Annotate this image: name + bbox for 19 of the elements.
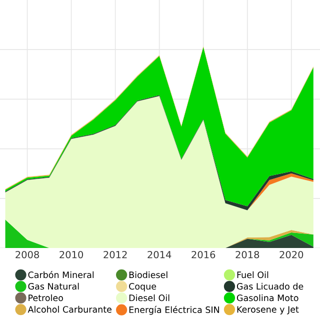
- x-tick-label: 2010: [60, 250, 84, 258]
- legend-label: Alcohol Carburante: [28, 306, 112, 313]
- legend-label: Kerosene y Jet: [237, 306, 299, 314]
- legend-label: Biodiesel: [129, 271, 168, 278]
- x-tick-label: 2012: [104, 250, 127, 258]
- legend-label: Gas Licuado de: [236, 282, 304, 290]
- x-tick-label: 2014: [148, 250, 172, 258]
- legend-label: Fuel Oil: [237, 271, 268, 278]
- x-tick-label: 2018: [236, 250, 260, 258]
- legend-label: Diesel Oil: [129, 294, 170, 302]
- legend-label: Carbón Mineral: [28, 270, 94, 278]
- x-tick-label: 2020: [280, 250, 304, 258]
- x-tick-label: 2016: [192, 250, 216, 258]
- legend-label: Petroleo: [28, 294, 63, 302]
- legend-label: Energía Eléctrica SIN: [129, 306, 219, 315]
- legend-label: Gas Natural: [28, 282, 79, 290]
- legend-label: Gasolina Moto: [236, 294, 298, 302]
- x-tick-label: 2008: [16, 250, 39, 258]
- legend-label: Coque: [129, 283, 156, 292]
